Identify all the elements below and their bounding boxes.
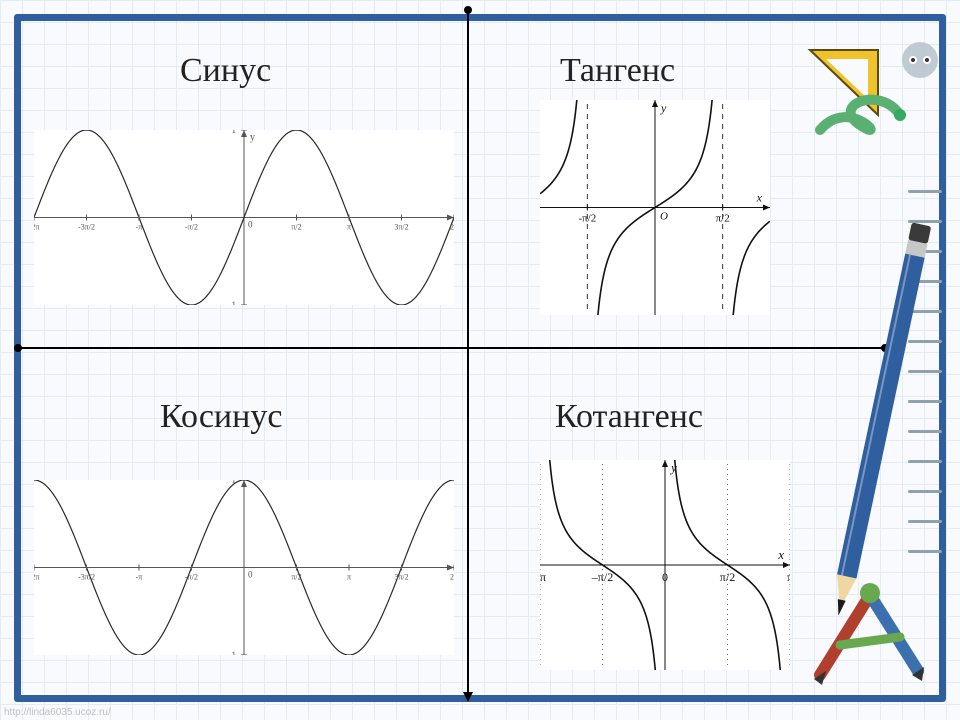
watermark-text: http://linda6035.ucoz.ru/ — [4, 707, 111, 718]
svg-text:-π: -π — [136, 573, 143, 582]
geometry-tools-top-icon — [800, 35, 950, 155]
cosinus-chart: 1 -1 -2π -3π/2 -π -π/2 π/2 π 3π/2 2π 0 — [34, 480, 454, 655]
slide-page: Синус Тангенс Косинус Котангенс 1 -1 -2π -3… — [0, 0, 960, 720]
svg-text:0: 0 — [662, 570, 668, 584]
svg-text:π: π — [347, 223, 351, 232]
svg-text:3π/2: 3π/2 — [394, 223, 408, 232]
svg-text:-2π: -2π — [34, 223, 39, 232]
sinus-chart-panel: 1 -1 -2π -3π/2 -π -π/2 π/2 π 3π/2 2π 0 y — [34, 130, 454, 305]
svg-text:–π/2: –π/2 — [591, 570, 613, 584]
svg-text:π/2: π/2 — [720, 570, 735, 584]
svg-text:-1: -1 — [229, 650, 237, 655]
svg-text:-π: -π — [136, 223, 143, 232]
tangent-chart-panel: -π/2 π/2 Oy x — [540, 100, 770, 315]
svg-text:-2π: -2π — [34, 573, 39, 582]
sinus-chart: 1 -1 -2π -3π/2 -π -π/2 π/2 π 3π/2 2π 0 y — [34, 130, 454, 305]
svg-text:x: x — [756, 191, 763, 205]
svg-text:π/2: π/2 — [291, 573, 301, 582]
title-sinus: Синус — [180, 52, 271, 90]
cosinus-chart-panel: 1 -1 -2π -3π/2 -π -π/2 π/2 π 3π/2 2π 0 — [34, 480, 454, 655]
svg-text:y: y — [660, 101, 667, 115]
svg-text:2π: 2π — [450, 223, 454, 232]
title-cotangent: Котангенс — [555, 398, 703, 436]
svg-text:-3π/2: -3π/2 — [78, 573, 95, 582]
svg-text:-π/2: -π/2 — [185, 223, 198, 232]
svg-text:π: π — [347, 573, 351, 582]
cotangent-chart-panel: –π –π/2 0 π/2 π y x — [540, 460, 790, 670]
svg-text:0: 0 — [248, 220, 253, 230]
svg-text:y: y — [250, 132, 255, 143]
svg-text:2π: 2π — [450, 573, 454, 582]
tangent-chart: -π/2 π/2 Oy x — [540, 100, 770, 315]
svg-text:π/2: π/2 — [716, 213, 730, 225]
vertical-divider — [467, 10, 469, 700]
svg-text:–π: –π — [540, 570, 546, 584]
svg-text:π/2: π/2 — [291, 223, 301, 232]
svg-text:-1: -1 — [229, 300, 237, 305]
cotangent-chart: –π –π/2 0 π/2 π y x — [540, 460, 790, 670]
svg-text:0: 0 — [248, 570, 253, 580]
svg-text:y: y — [669, 460, 677, 475]
svg-text:x: x — [777, 547, 784, 562]
title-cosinus: Косинус — [160, 398, 282, 436]
svg-text:π: π — [787, 570, 790, 584]
svg-text:-π/2: -π/2 — [185, 573, 198, 582]
svg-text:-π/2: -π/2 — [578, 213, 596, 225]
svg-text:O: O — [660, 211, 668, 223]
svg-text:1: 1 — [232, 130, 237, 135]
svg-text:-3π/2: -3π/2 — [78, 223, 95, 232]
compass-tools-bottom-icon — [800, 575, 940, 685]
svg-text:3π/2: 3π/2 — [394, 573, 408, 582]
title-tangent: Тангенс — [560, 52, 675, 90]
svg-text:1: 1 — [232, 480, 237, 485]
horizontal-divider — [18, 347, 885, 349]
